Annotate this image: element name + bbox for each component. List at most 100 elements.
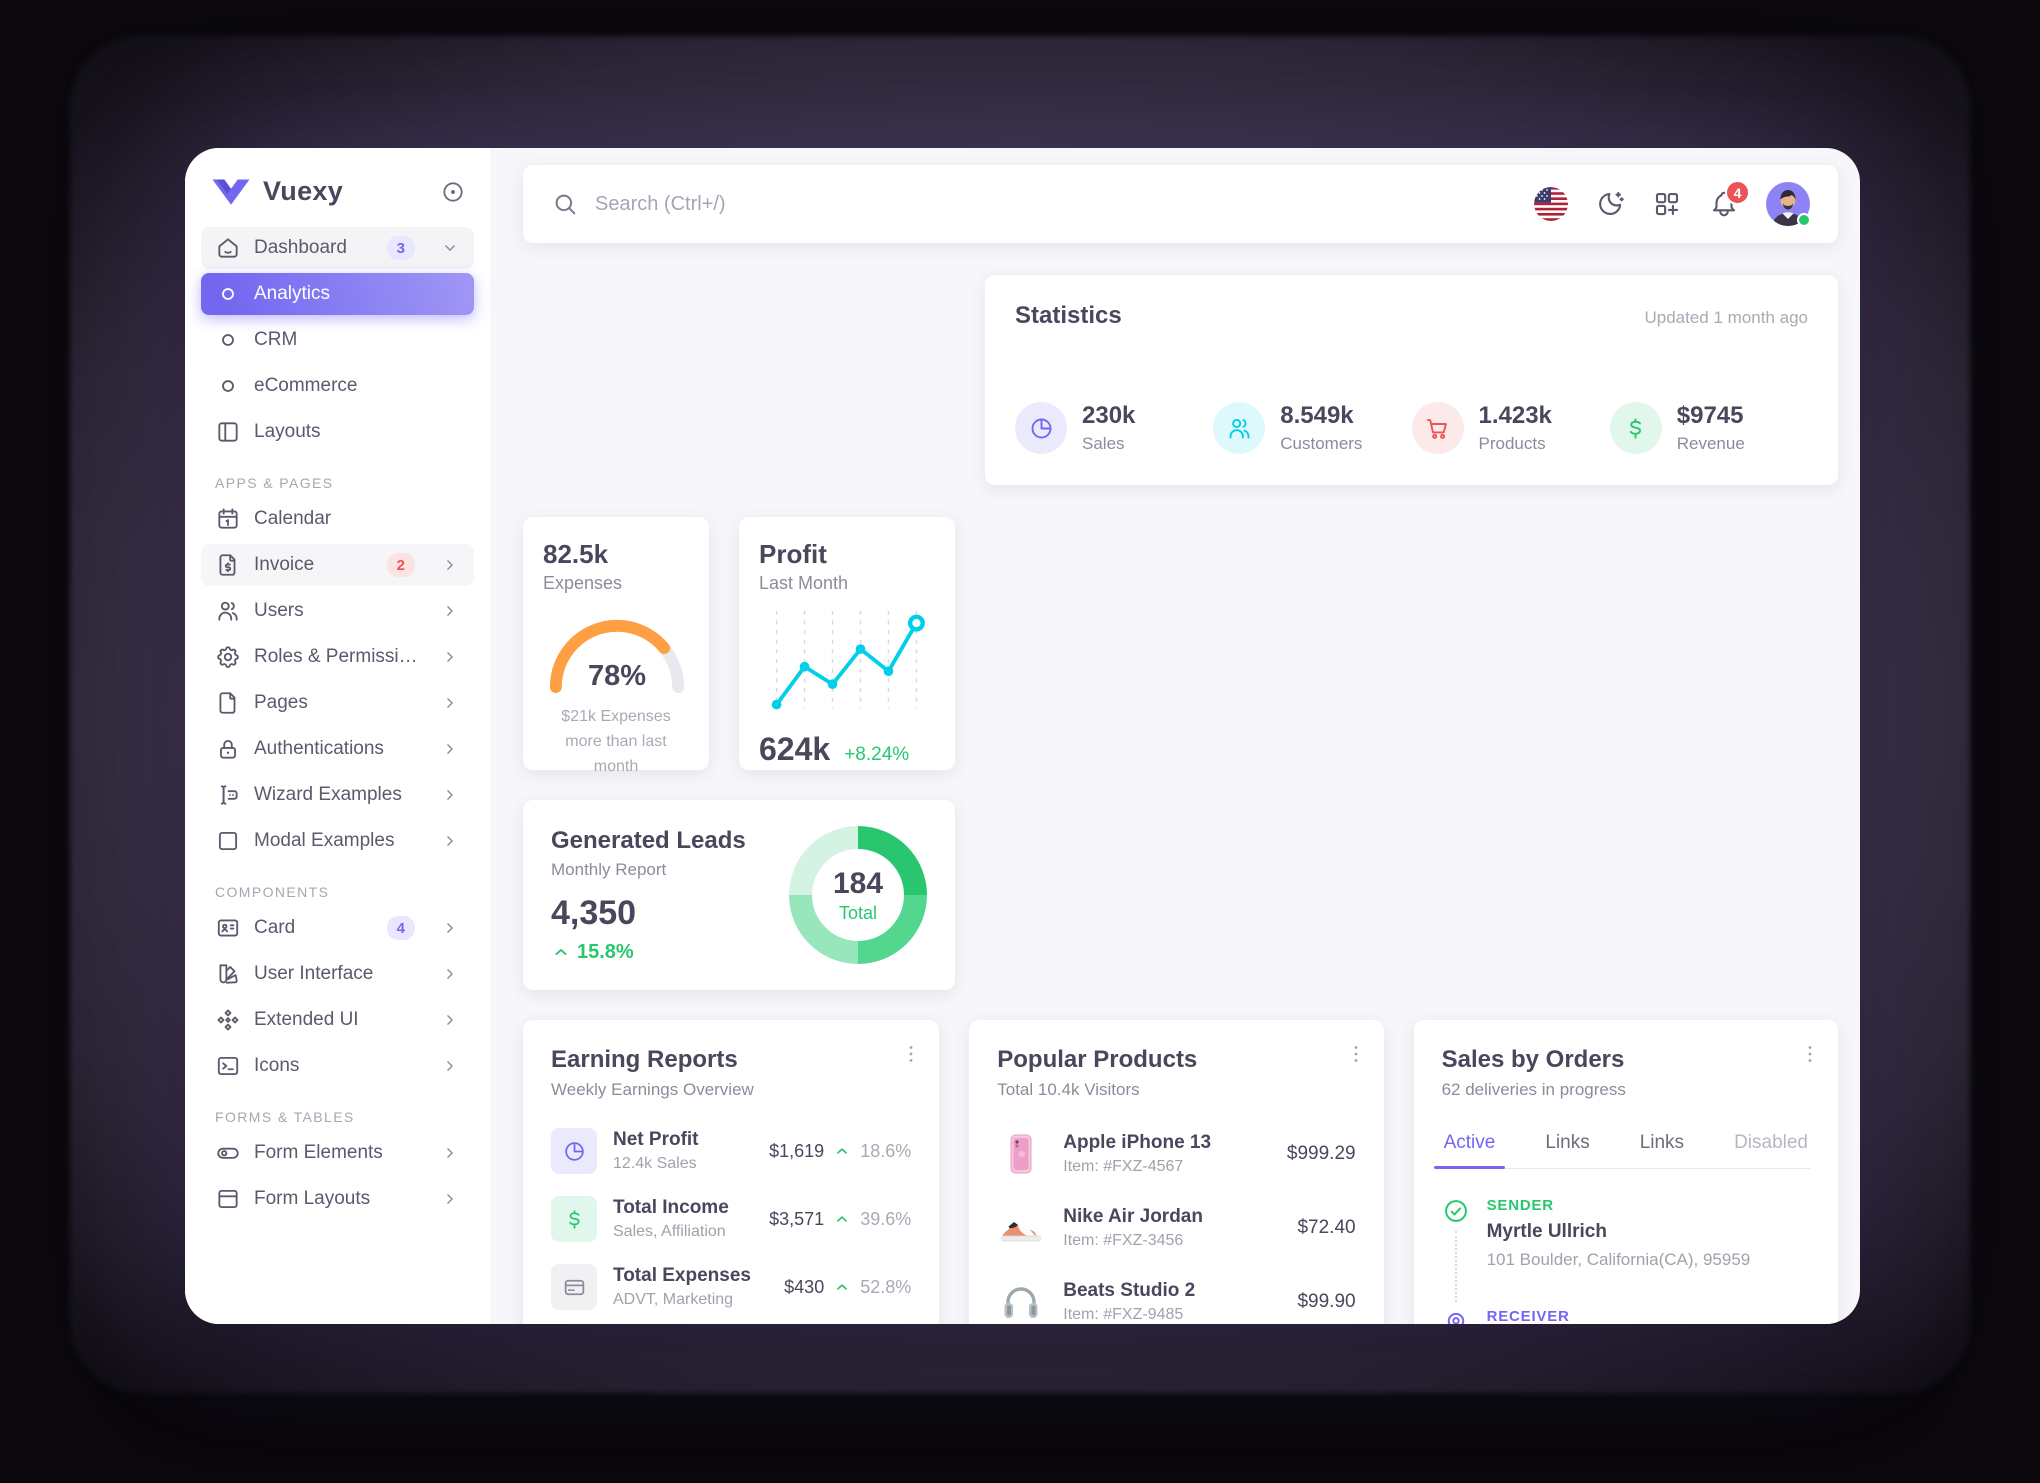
theme-toggle-button[interactable] [1595,189,1625,219]
tab-disabled[interactable]: Disabled [1734,1132,1808,1153]
profit-subtitle: Last Month [759,573,849,593]
stat-icon [1609,402,1662,454]
profit-footer: 624k +8.24% [759,731,935,768]
nav-item-chevron [440,238,460,258]
notifications-button[interactable]: 4 [1709,180,1750,219]
nav-item-icon [215,736,241,762]
sidebar-item-roles-permissions[interactable]: Roles & Permissions [201,636,474,678]
search-input[interactable] [595,192,1518,216]
earning-reports-title: Earning Reports [551,1046,738,1073]
product-image [997,1204,1045,1252]
statistics-list: 230k Sales 8.549k Customers 1.423k Produ… [1015,402,1808,458]
tab-links[interactable]: Links [1545,1132,1590,1153]
sidebar-item-card[interactable]: Card 4 [201,907,474,949]
tab-active[interactable]: Active [1433,1122,1506,1169]
stat-label: Sales [1082,434,1125,453]
earning-glyph-icon [562,1139,587,1164]
sidebar-item-form-elements[interactable]: Form Elements [201,1132,474,1174]
nav-item-chevron [440,785,460,805]
sidebar-item-modal-examples[interactable]: Modal Examples [201,820,474,862]
sidebar-item-pages[interactable]: Pages [201,682,474,724]
nav-item-label: Extended UI [254,1009,359,1030]
sidebar-item-crm[interactable]: CRM [201,319,474,361]
nav-item-chevron [440,831,460,851]
timeline-role-label: SENDER [1486,1197,1554,1214]
nav-item-icon [215,1007,241,1033]
nav-item-label: CRM [254,329,298,350]
sidebar-item-ecommerce[interactable]: eCommerce [201,365,474,407]
sidebar-item-analytics[interactable]: Analytics [201,273,474,315]
app-window: Vuexy Dashboard 3 Analytics CRM eCommerc… [185,148,1860,1324]
sidebar-item-user-interface[interactable]: User Interface [201,953,474,995]
timeline-icon [1441,1197,1470,1225]
earning-report-subtitle: Sales, Affiliation [613,1223,726,1240]
nav-item-chevron [440,555,460,575]
sidebar-item-calendar[interactable]: Calendar [201,498,474,540]
sidebar-item-wizard-examples[interactable]: Wizard Examples [201,774,474,816]
nav-item-icon [215,373,241,399]
popular-products-subtitle: Total 10.4k Visitors [997,1080,1140,1099]
bottom-cards-row: Earning Reports Weekly Earnings Overview… [523,1020,1838,1324]
earning-report-amount: $3,571 [769,1208,825,1229]
language-flag-button[interactable] [1534,187,1568,221]
nav-item-icon [215,1053,241,1079]
expenses-caption: $21k Expenses more than last month [561,708,671,775]
nav-item-chevron [440,1143,460,1163]
stat-value: $9745 [1676,402,1744,429]
trend-up-icon [551,942,571,962]
nav-item-label: Invoice [254,554,315,575]
expenses-value: 82.5k [543,539,609,569]
card-menu-button[interactable] [899,1042,923,1066]
sidebar-item-form-layouts[interactable]: Form Layouts [201,1178,474,1220]
sidebar-item-invoice[interactable]: Invoice 2 [201,544,474,586]
tab-links[interactable]: Links [1639,1132,1685,1153]
product-price: $999.29 [1286,1143,1356,1164]
sidebar-item-dashboard[interactable]: Dashboard 3 [201,227,474,269]
earning-report-subtitle: 12.4k Sales [613,1155,697,1172]
sidebar-item-users[interactable]: Users [201,590,474,632]
earning-report-row-net-profit: Net Profit 12.4k Sales $1,619 18.6% [551,1128,911,1174]
sales-by-orders-subtitle: 62 deliveries in progress [1441,1080,1626,1099]
nav-item-chevron [440,601,460,621]
timeline-entry-sender: SENDER Myrtle Ullrich 101 Boulder, Calif… [1441,1197,1810,1308]
nav-item-label: Layouts [254,421,321,442]
stat-item-sales: 230k Sales [1015,402,1213,454]
grid-plus-icon [1652,189,1682,219]
profit-value: 624k [759,731,831,767]
earning-glyph-icon [562,1207,587,1232]
shortcuts-button[interactable] [1652,189,1682,219]
product-image [997,1278,1045,1324]
product-image [997,1130,1045,1178]
nav-item-icon [215,598,241,624]
nav-item-chevron [440,1056,460,1076]
nav-item-icon [215,644,241,670]
nav-item-icon [215,915,241,941]
profit-line-chart [771,610,925,710]
statistics-updated-text: Updated 1 month ago [1644,308,1808,327]
user-avatar-button[interactable] [1766,182,1811,227]
product-row-apple-iphone-13: Apple iPhone 13 Item: #FXZ-4567 $999.29 [997,1130,1356,1178]
nav-item-label: Roles & Permissions [254,646,427,667]
search-icon [551,190,579,218]
generated-leads-subtitle: Monthly Report [551,859,667,879]
sidebar-item-extended-ui[interactable]: Extended UI [201,999,474,1041]
card-menu-button[interactable] [1344,1042,1368,1066]
generated-leads-card: Generated Leads Monthly Report 4,350 15.… [523,800,955,990]
earning-report-icon [551,1264,597,1310]
nav-item-label: Modal Examples [254,830,395,851]
stat-label: Revenue [1676,434,1745,453]
sidebar-pin-toggle[interactable] [440,179,466,205]
product-price: $99.90 [1297,1291,1356,1312]
sidebar-item-authentications[interactable]: Authentications [201,728,474,770]
nav-item-icon [215,961,241,987]
popular-products-title: Popular Products [997,1046,1198,1073]
stat-value: 8.549k [1280,402,1354,429]
sidebar-item-layouts[interactable]: Layouts [201,411,474,453]
card-menu-button[interactable] [1798,1042,1822,1066]
trend-up-icon [833,1142,851,1160]
earning-report-delta: 39.6% [860,1208,912,1229]
earning-reports-list: Net Profit 12.4k Sales $1,619 18.6% Tota… [551,1128,911,1310]
sidebar-item-icons[interactable]: Icons [201,1045,474,1087]
nav-item-label: Calendar [254,508,332,529]
expenses-gauge: 78% [543,610,691,693]
